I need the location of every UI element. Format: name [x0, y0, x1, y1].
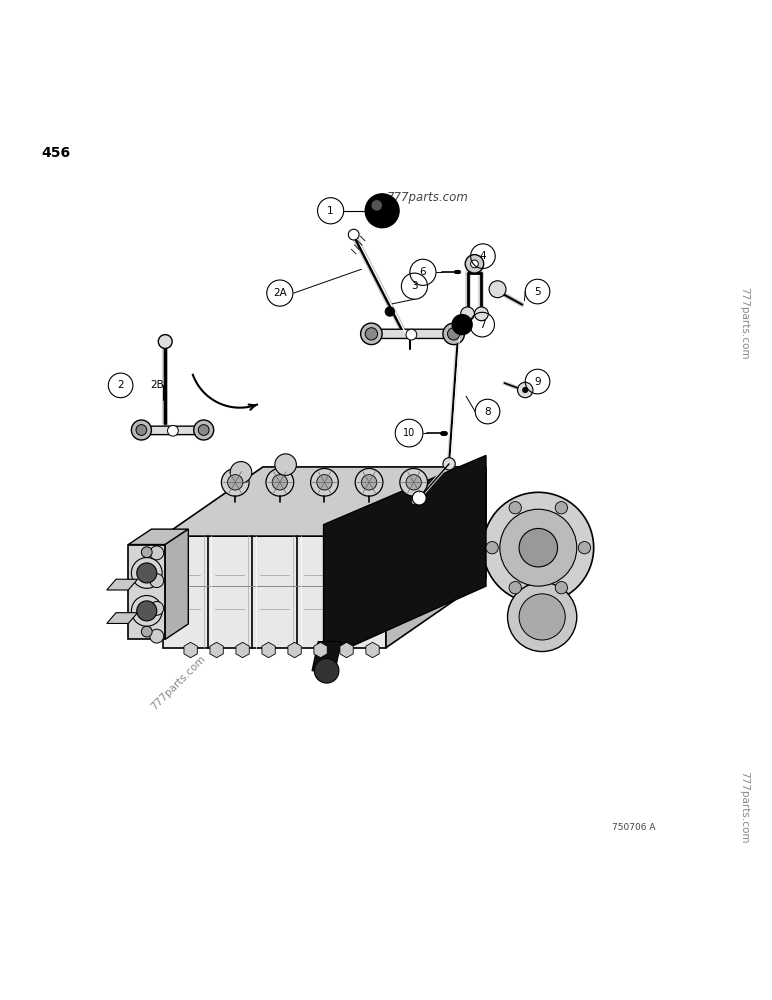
Circle shape — [412, 491, 426, 505]
Circle shape — [365, 194, 399, 228]
Polygon shape — [128, 545, 165, 639]
Circle shape — [198, 425, 209, 435]
Polygon shape — [386, 467, 486, 648]
Circle shape — [266, 468, 293, 496]
Circle shape — [509, 582, 521, 594]
Polygon shape — [367, 329, 459, 338]
Text: 777parts.com: 777parts.com — [739, 287, 749, 359]
Circle shape — [230, 462, 252, 483]
Text: 7: 7 — [479, 320, 486, 330]
Circle shape — [348, 229, 359, 240]
Text: 3: 3 — [411, 281, 418, 291]
Circle shape — [522, 387, 528, 393]
Circle shape — [448, 328, 460, 340]
Circle shape — [275, 454, 296, 475]
Circle shape — [141, 547, 152, 558]
Circle shape — [443, 323, 465, 345]
Circle shape — [507, 582, 577, 652]
Circle shape — [578, 542, 591, 554]
Circle shape — [228, 475, 243, 490]
Circle shape — [475, 307, 489, 321]
Circle shape — [137, 601, 157, 621]
Circle shape — [471, 260, 479, 268]
Text: 777parts.com: 777parts.com — [149, 654, 208, 712]
Circle shape — [310, 468, 338, 496]
Circle shape — [365, 328, 378, 340]
Polygon shape — [163, 536, 386, 648]
Text: 1: 1 — [327, 206, 334, 216]
Circle shape — [355, 468, 383, 496]
Circle shape — [372, 201, 381, 210]
Circle shape — [158, 335, 172, 348]
Circle shape — [141, 626, 152, 637]
Text: 10: 10 — [403, 428, 415, 438]
Circle shape — [317, 475, 332, 490]
Text: 8: 8 — [484, 407, 491, 417]
Circle shape — [385, 307, 394, 316]
Text: 750706 A: 750706 A — [612, 823, 655, 832]
Circle shape — [406, 329, 417, 340]
Circle shape — [168, 425, 178, 436]
Circle shape — [486, 542, 498, 554]
Circle shape — [555, 502, 567, 514]
Circle shape — [361, 475, 377, 490]
Polygon shape — [312, 642, 341, 671]
Circle shape — [222, 468, 249, 496]
Circle shape — [361, 323, 382, 345]
Circle shape — [555, 582, 567, 594]
Text: 2: 2 — [117, 380, 124, 390]
Circle shape — [150, 546, 164, 560]
Polygon shape — [323, 455, 486, 655]
Circle shape — [314, 658, 339, 683]
Circle shape — [499, 509, 577, 586]
Circle shape — [461, 307, 475, 321]
Circle shape — [509, 502, 521, 514]
Text: 456: 456 — [42, 146, 70, 160]
Text: 6: 6 — [420, 267, 426, 277]
Circle shape — [400, 468, 428, 496]
Circle shape — [194, 420, 214, 440]
Circle shape — [150, 601, 164, 615]
Circle shape — [519, 594, 565, 640]
Polygon shape — [128, 529, 188, 545]
Circle shape — [483, 492, 594, 603]
Circle shape — [452, 315, 472, 335]
Circle shape — [466, 255, 484, 273]
Circle shape — [443, 458, 455, 470]
Text: 777parts.com: 777parts.com — [388, 191, 469, 204]
Text: 9: 9 — [534, 377, 541, 387]
Text: 4: 4 — [479, 251, 486, 261]
Circle shape — [519, 528, 557, 567]
Text: 777parts.com: 777parts.com — [739, 771, 749, 844]
Polygon shape — [136, 426, 209, 435]
Polygon shape — [107, 579, 137, 590]
Circle shape — [137, 563, 157, 583]
Circle shape — [406, 475, 422, 490]
Circle shape — [150, 629, 164, 643]
Polygon shape — [163, 467, 486, 536]
Circle shape — [273, 475, 287, 490]
Circle shape — [489, 281, 506, 298]
Text: 5: 5 — [534, 287, 541, 297]
Circle shape — [517, 382, 533, 398]
Circle shape — [131, 420, 151, 440]
Polygon shape — [165, 529, 188, 639]
Polygon shape — [107, 613, 137, 623]
Circle shape — [136, 425, 147, 435]
Text: 2B: 2B — [151, 380, 164, 390]
Text: 2A: 2A — [273, 288, 286, 298]
Circle shape — [150, 574, 164, 588]
